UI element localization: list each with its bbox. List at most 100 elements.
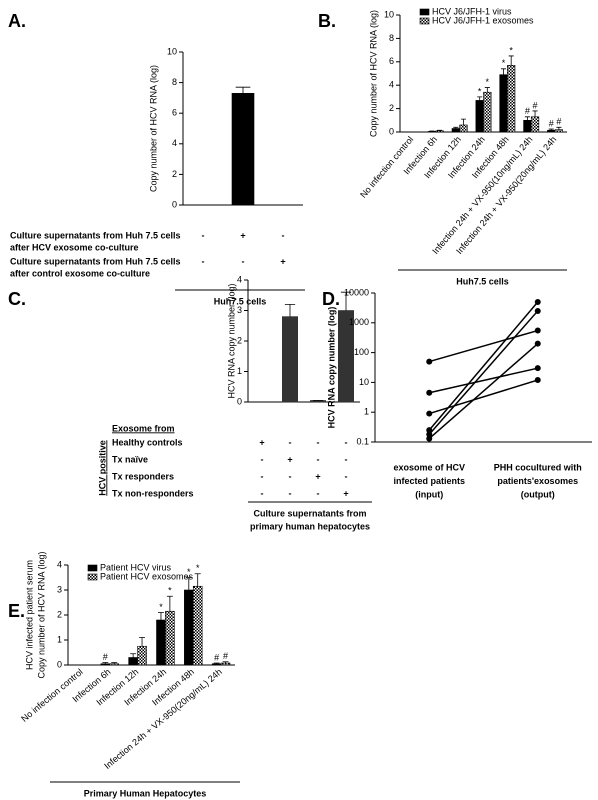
error-bar [548,128,554,131]
condition-label: Culture supernatants from Huh 7.5 cells [10,230,181,240]
panel-label: D. [322,289,340,309]
y-tick-label: 3 [57,584,62,594]
annotation: * [159,602,163,612]
point [426,410,433,417]
error-bar [139,637,146,647]
footer-label: Huh7.5 cells [214,296,267,306]
y-tick-label: 2 [57,609,62,619]
error-bar [194,573,201,587]
line [428,301,539,431]
point [426,389,433,396]
condition-sign: - [261,488,264,498]
error-bar [222,661,229,663]
bar [165,610,175,666]
bar [483,91,492,133]
bar [281,316,298,403]
x-tick-label: patients'exosomes [497,476,578,486]
annotation: # [556,117,561,127]
y-axis-label: HCV infected patient serum [24,560,34,670]
condition-label: Healthy controls [112,437,183,447]
panel-label: C. [8,289,26,309]
y-tick-label: 10 [359,377,369,387]
condition-sign: - [317,488,320,498]
x-tick-label: infected patients [393,476,465,486]
condition-sign: - [317,454,320,464]
condition-sign: - [289,488,292,498]
condition-sign: - [261,454,264,464]
legend-label: HCV J6/JFH-1 exosomes [432,15,534,25]
annotation: * [509,45,513,55]
point [534,365,541,372]
condition-sign: - [345,471,348,481]
x-tick-label: (output) [521,489,555,499]
y-tick-label: 1 [57,634,62,644]
condition-sign: + [287,454,292,464]
panel-label: E. [8,601,25,621]
footer-label: primary human hepatocytes [250,521,370,531]
error-bar [111,662,118,664]
annotation: # [549,118,554,128]
annotation: # [103,652,108,662]
annotation: * [196,563,200,573]
error-bar [484,87,490,93]
x-tick-label: exosome of HCV [393,462,465,472]
point [426,435,433,442]
annotation: # [525,106,530,116]
error-bar [524,116,530,121]
bar [435,130,444,133]
point [426,431,433,438]
y-tick-label: 1 [237,366,242,376]
condition-sign: + [315,471,320,481]
footer-label: Primary Human Hepatocytes [84,788,207,798]
y-axis-label: HCV RNA copy number (log) [326,307,336,429]
error-bar [157,612,164,620]
condition-sign: - [345,454,348,464]
conditions-title: Exosome from [112,423,175,433]
bar [109,663,119,666]
y-tick-label: 10 [384,9,394,19]
condition-label: Tx non-responders [112,488,194,498]
legend-swatch [87,573,98,581]
y-axis-label: HCV RNA copy number (log) [226,283,236,398]
error-bar [102,662,109,664]
condition-label: Tx naïve [112,454,148,464]
y-tick-label: 4 [389,80,394,90]
annotation: * [502,58,506,68]
bar [128,657,138,666]
y-tick-label: 0 [237,396,242,406]
y-axis-label: Copy number of HCV RNA (log) [368,10,378,137]
error-bar [453,126,459,129]
bar [231,93,255,206]
annotation: # [533,100,538,110]
legend-swatch [87,564,98,572]
annotation: * [168,586,172,596]
y-tick-label: 1 [364,407,369,417]
error-bar [437,129,443,131]
bar [184,589,194,666]
bar [475,100,484,133]
condition-sign: - [242,256,245,266]
footer-label: Culture supernatants from [253,508,366,518]
y-tick-label: 4 [237,274,242,284]
bar [137,645,147,666]
bar [554,129,564,133]
y-tick-label: 10000 [344,287,369,297]
point [534,340,541,347]
x-tick-label: PHH cocultured with [494,462,582,472]
condition-sign: - [345,437,348,447]
error-bar [556,126,562,130]
condition-sign: + [240,230,245,240]
y-tick-label: 6 [172,108,177,118]
annotation: * [478,86,482,96]
y-tick-label: 0 [389,126,394,136]
line [429,379,538,415]
y-tick-label: 3 [237,305,242,315]
line [429,367,538,394]
y-tick-label: 6 [389,56,394,66]
point [534,307,541,314]
line [429,329,538,363]
condition-label: after HCV exosome co-culture [10,242,139,252]
error-bar [284,304,296,317]
